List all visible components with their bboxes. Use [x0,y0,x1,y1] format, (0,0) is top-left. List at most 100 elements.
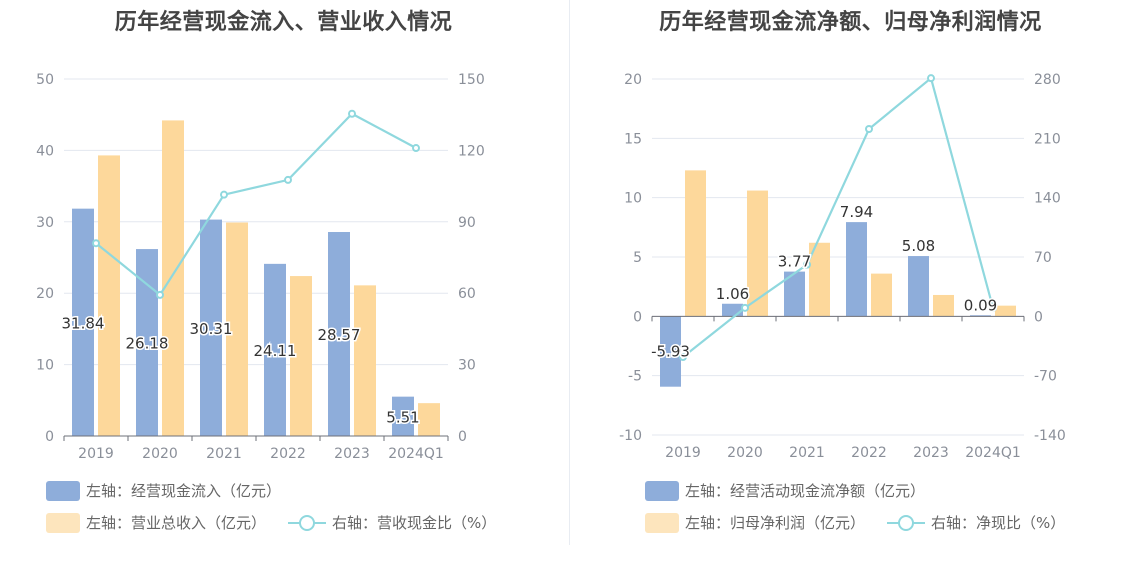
cash-bar [722,303,743,317]
right-chart-panel: 历年经营现金流净额、归母净利润情况 -10 -5 0 5 10 15 20 -140 -70 0 7… [567,0,1134,582]
x-axis-category-label: 2023 [334,446,370,462]
revenue-bar [747,190,768,317]
ratio-point [284,175,292,184]
ratio-point [741,303,749,312]
legend-item-net-cash-ratio[interactable]: 右轴：净现比（%） [887,512,1065,533]
right-axis-tick-label: -70 [1034,369,1057,385]
revenue-bar [685,170,706,317]
legend-line-swatch-net-cash-ratio [887,513,926,533]
cash-bar-data-label: 5.51 [386,408,419,426]
legend-item-revenue-cash-ratio[interactable]: 右轴：营收现金比（%） [288,512,496,533]
x-axis-category-label: 2020 [727,445,763,461]
x-axis-category-label: 2019 [78,446,114,462]
revenue-bar [226,222,248,436]
left-axis-tick-label: 0 [633,309,642,325]
right-chart-title: 历年经营现金流净额、归母净利润情况 [659,10,1042,35]
left-axis-tick-label: 5 [633,250,642,266]
revenue-bar [995,305,1016,317]
right-axis-tick-label: 60 [458,286,476,302]
right-axis-tick-label: -140 [1034,428,1066,444]
legend-item-net-profit[interactable]: 左轴：归母净利润（亿元） [645,512,865,533]
right-legend-row-1: 左轴：经营活动现金流净额（亿元） [645,480,947,501]
cash-bar-data-label: 28.57 [318,326,361,344]
legend-label-cash-inflow: 左轴：经营现金流入（亿元） [86,482,282,500]
ratio-line [682,76,995,358]
cash-bar [660,316,681,387]
x-axis-category-label: 2024Q1 [965,445,1021,461]
left-chart-plot: 0 10 20 30 40 50 0 30 60 90 120 150 2019 2020 2021 2022… [36,72,485,462]
cash-bar [72,208,94,436]
legend-label-revenue-cash-ratio: 右轴：营收现金比（%） [332,514,497,532]
left-axis-tick-label: 30 [36,215,54,231]
right-axis-tick-label: 0 [1034,309,1043,325]
revenue-bar [98,155,120,436]
legend-item-cash-inflow[interactable]: 左轴：经营现金流入（亿元） [46,480,281,501]
right-axis-tick-label: 140 [1034,191,1061,207]
right-legend-row-2: 左轴：归母净利润（亿元） 右轴：净现比（%） [645,512,1087,533]
legend-item-total-revenue[interactable]: 左轴：营业总收入（亿元） [46,512,266,533]
cash-bar [328,232,350,436]
revenue-bar [290,276,312,436]
cash-bar-data-label: 31.84 [62,314,105,332]
left-axis-tick-label: -5 [628,369,642,385]
legend-label-total-revenue: 左轴：营业总收入（亿元） [86,514,267,532]
revenue-bar [418,403,440,436]
legend-swatch-total-revenue [46,512,80,533]
ratio-line [95,112,417,297]
left-axis-tick-label: 40 [36,143,54,159]
left-axis-tick-label: 20 [36,286,54,302]
cash-bar-data-label: 24.11 [254,342,297,360]
cash-bar [784,271,805,317]
cash-bar [264,263,286,436]
left-chart-panel: 历年经营现金流入、营业收入情况 0 10 20 30 40 50 0 30 60 90 120 150… [36,10,496,533]
x-axis-category-label: 2019 [665,445,701,461]
cash-bar-data-label: 7.94 [840,203,873,221]
ratio-point [348,109,356,118]
ratio-point [220,190,228,199]
panel-divider [569,0,570,545]
revenue-bar [354,285,376,436]
cash-bar [908,256,929,317]
cash-bar [200,219,222,436]
legend-label-net-cash-ratio: 右轴：净现比（%） [931,514,1066,532]
left-axis-tick-label: 50 [36,72,54,88]
cash-bar [136,249,158,436]
left-axis-tick-label: 0 [45,429,54,445]
x-axis-category-label: 2024Q1 [388,446,444,462]
legend-swatch-net-profit [645,512,679,533]
cash-bar-data-label: 1.06 [716,285,749,303]
left-axis-tick-label: -10 [619,428,642,444]
cash-bar [846,222,867,317]
ratio-point [412,144,420,153]
legend-swatch-net-operating-cash [645,480,679,501]
cash-bar-data-label: 30.31 [190,320,233,338]
ratio-point [92,239,100,248]
legend-item-net-operating-cash[interactable]: 左轴：经营活动现金流净额（亿元） [645,480,925,501]
ratio-point [679,353,687,362]
cash-bar [970,315,991,317]
left-axis-tick-label: 20 [624,72,642,88]
x-axis-category-label: 2020 [142,446,178,462]
x-axis-category-label: 2022 [851,445,887,461]
revenue-bar [809,242,830,317]
ratio-point [927,74,935,83]
cash-bar-data-label: 3.77 [778,253,811,271]
right-axis-tick-label: 30 [458,358,476,374]
ratio-point [156,290,164,299]
legend-label-net-profit: 左轴：归母净利润（亿元） [685,514,866,532]
right-chart-plot: -10 -5 0 5 10 15 20 -140 -70 0 70 140 210 280 2019 2020… [619,72,1066,461]
revenue-bar [162,120,184,437]
right-axis-tick-label: 280 [1034,72,1061,88]
legend-label-net-operating-cash: 左轴：经营活动现金流净额（亿元） [685,482,926,500]
right-axis-tick-label: 0 [458,429,467,445]
right-axis-tick-label: 150 [458,72,485,88]
x-axis-category-label: 2022 [270,446,306,462]
cash-bar-data-label: -5.93 [651,342,690,360]
ratio-point [865,125,873,134]
ratio-point [989,303,997,312]
left-legend-row-1: 左轴：经营现金流入（亿元） [46,480,303,501]
right-axis-tick-label: 210 [1034,131,1061,147]
revenue-bar [933,294,954,317]
revenue-bar [871,273,892,317]
legend-line-swatch-revenue-cash-ratio [288,513,327,533]
